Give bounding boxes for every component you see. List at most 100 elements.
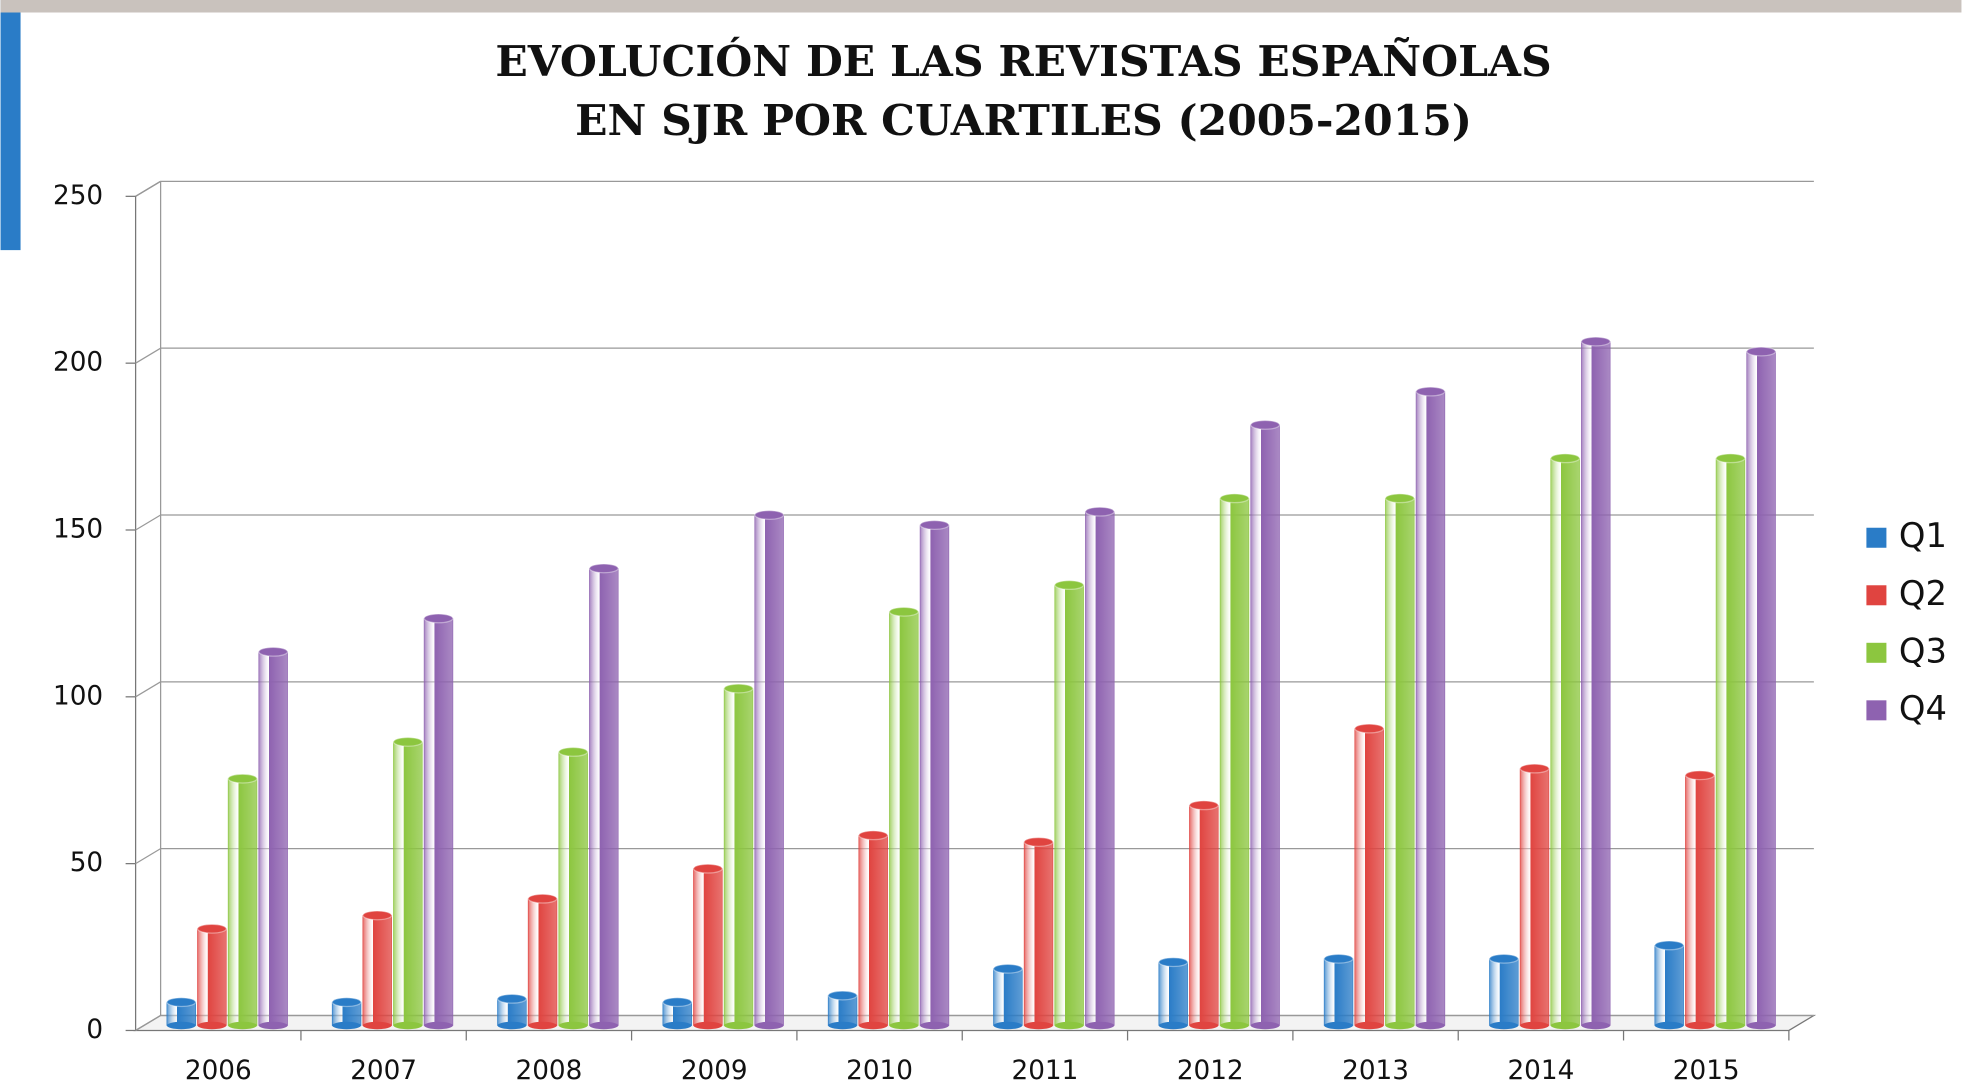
- x-tick-label: 2015: [1673, 1056, 1740, 1086]
- bar-top: [1685, 771, 1714, 780]
- bar-base: [755, 1022, 784, 1030]
- bar-base: [1385, 1022, 1414, 1030]
- legend-swatch: [1866, 700, 1886, 720]
- bar: [228, 779, 257, 1026]
- bar: [1159, 962, 1188, 1025]
- legend-swatch: [1866, 643, 1886, 663]
- side-strip: [1, 0, 21, 250]
- bar-top: [1716, 454, 1745, 463]
- bar: [1655, 945, 1684, 1025]
- bar-base: [1085, 1022, 1114, 1030]
- bar-base: [724, 1022, 753, 1030]
- bar-base: [1220, 1022, 1249, 1030]
- y-tick-label: 150: [53, 514, 103, 544]
- bar-top: [559, 747, 588, 756]
- bar-base: [198, 1022, 227, 1030]
- bar: [1324, 959, 1353, 1026]
- bar: [1685, 775, 1714, 1025]
- x-tick-label: 2006: [185, 1056, 252, 1086]
- bar-top: [920, 521, 949, 530]
- bar-top: [1520, 764, 1549, 773]
- y-tick-label: 0: [86, 1015, 103, 1045]
- bar-base: [559, 1022, 588, 1030]
- bar-base: [1551, 1022, 1580, 1030]
- bar-base: [920, 1022, 949, 1030]
- bar: [393, 742, 422, 1026]
- bar-base: [1716, 1022, 1745, 1030]
- bar-base: [1520, 1022, 1549, 1030]
- bar: [1416, 392, 1445, 1026]
- bar: [889, 612, 918, 1026]
- bar-top: [1581, 337, 1610, 346]
- bar: [1055, 585, 1084, 1025]
- bar-top: [1324, 954, 1353, 963]
- bar: [259, 652, 288, 1026]
- bar-base: [1251, 1022, 1280, 1030]
- bar-base: [994, 1022, 1023, 1030]
- bar: [920, 525, 949, 1025]
- chart-title: EN SJR POR CUARTILES (2005-2015): [575, 96, 1472, 146]
- bar-base: [1747, 1022, 1776, 1030]
- bar-base: [1655, 1022, 1684, 1030]
- bar-base: [1324, 1022, 1353, 1030]
- bar-base: [1159, 1022, 1188, 1030]
- x-tick-label: 2013: [1342, 1056, 1409, 1086]
- bar-top: [828, 991, 857, 1000]
- bar: [1747, 351, 1776, 1025]
- bar-top: [498, 994, 527, 1003]
- chart-title: EVOLUCIÓN DE LAS REVISTAS ESPAÑOLAS: [495, 36, 1551, 87]
- bar: [559, 752, 588, 1026]
- legend-label: Q2: [1899, 574, 1947, 613]
- bar: [859, 835, 888, 1025]
- bar-top: [1024, 838, 1053, 847]
- bar-top: [859, 831, 888, 840]
- x-tick-label: 2014: [1507, 1056, 1574, 1086]
- bar: [1385, 498, 1414, 1025]
- bar-top: [724, 684, 753, 693]
- bar-top: [1189, 801, 1218, 810]
- bar-base: [663, 1022, 692, 1030]
- y-tick-label: 100: [53, 681, 103, 711]
- bar-top: [332, 998, 361, 1007]
- bar-top: [167, 998, 196, 1007]
- x-tick-label: 2012: [1177, 1056, 1244, 1086]
- bar-top: [1385, 494, 1414, 503]
- bar-top: [259, 647, 288, 656]
- background: [1, 0, 1962, 1088]
- bar: [1024, 842, 1053, 1026]
- bar-top: [693, 864, 722, 873]
- top-strip: [1, 0, 1962, 13]
- bar-top: [528, 894, 557, 903]
- bar-top: [1489, 954, 1518, 963]
- bar-top: [889, 607, 918, 616]
- legend-swatch: [1866, 585, 1886, 605]
- bar: [1581, 341, 1610, 1025]
- bar-base: [1189, 1022, 1218, 1030]
- bar-top: [755, 511, 784, 520]
- bar: [589, 568, 618, 1025]
- y-tick-label: 200: [53, 348, 103, 378]
- bar-base: [1024, 1022, 1053, 1030]
- bar-base: [889, 1022, 918, 1030]
- bar: [1085, 512, 1114, 1026]
- bar: [198, 929, 227, 1026]
- bar-base: [167, 1022, 196, 1030]
- bar-top: [1655, 941, 1684, 950]
- bar: [1220, 498, 1249, 1025]
- bar-base: [393, 1022, 422, 1030]
- bar: [693, 869, 722, 1026]
- bar-base: [1055, 1022, 1084, 1030]
- bar: [1520, 769, 1549, 1026]
- bar-base: [693, 1022, 722, 1030]
- x-tick-label: 2009: [681, 1056, 748, 1086]
- bar-base: [528, 1022, 557, 1030]
- bar-top: [198, 924, 227, 933]
- bar-top: [424, 614, 453, 623]
- bar-base: [363, 1022, 392, 1030]
- bar-top: [393, 737, 422, 746]
- bar-base: [1581, 1022, 1610, 1030]
- bar: [1355, 729, 1384, 1026]
- bar: [1189, 805, 1218, 1025]
- x-tick-label: 2010: [846, 1056, 913, 1086]
- bar-top: [1416, 387, 1445, 396]
